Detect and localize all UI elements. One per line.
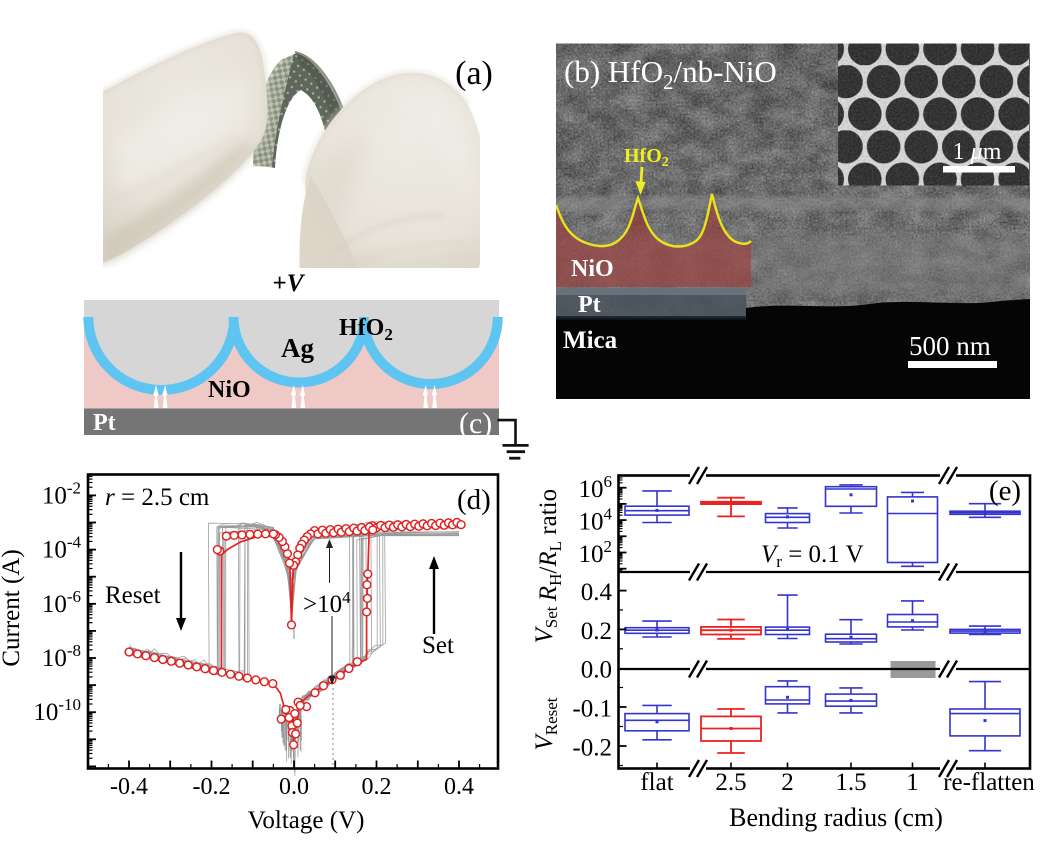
svg-text:0.2: 0.2 [362, 774, 392, 800]
svg-text:(c): (c) [459, 407, 492, 440]
svg-text:Vr = 0.1 V: Vr = 0.1 V [761, 541, 864, 571]
svg-text:-0.4: -0.4 [110, 774, 148, 800]
svg-text:(b) HfO2/nb-NiO: (b) HfO2/nb-NiO [564, 54, 777, 94]
svg-text:10-2: 10-2 [42, 478, 81, 509]
svg-text:10-8: 10-8 [42, 641, 81, 672]
svg-text:(e): (e) [989, 475, 1021, 507]
svg-text:0.0: 0.0 [279, 774, 309, 800]
svg-text:flat: flat [640, 769, 673, 796]
svg-text:Reset: Reset [105, 582, 161, 609]
svg-text:Current (A): Current (A) [0, 549, 25, 666]
svg-text:1 μm: 1 μm [953, 139, 1002, 165]
svg-text:10-10: 10-10 [33, 695, 81, 726]
svg-text:Set: Set [422, 632, 454, 659]
svg-text:Ag: Ag [281, 333, 314, 363]
svg-text:102: 102 [579, 537, 613, 568]
svg-text:106: 106 [579, 472, 613, 503]
svg-text:0.0: 0.0 [581, 657, 612, 684]
svg-text:Pt: Pt [93, 410, 116, 436]
svg-text:2: 2 [781, 769, 794, 796]
svg-text:0.4: 0.4 [581, 579, 613, 606]
svg-text:Bending radius (cm): Bending radius (cm) [729, 803, 943, 832]
svg-text:0.4: 0.4 [444, 774, 474, 800]
svg-text:re-flatten: re-flatten [943, 769, 1035, 796]
svg-text:-0.1: -0.1 [572, 696, 612, 723]
svg-text:0.2: 0.2 [581, 618, 612, 645]
svg-text:2.5: 2.5 [715, 769, 746, 796]
svg-text:r = 2.5 cm: r = 2.5 cm [105, 484, 210, 511]
svg-text:(a): (a) [455, 55, 493, 92]
svg-text:>104: >104 [303, 588, 351, 618]
svg-text:HfO2: HfO2 [624, 145, 669, 170]
svg-text:NiO: NiO [208, 377, 251, 403]
svg-text:500 nm: 500 nm [909, 331, 991, 361]
svg-text:(d): (d) [457, 484, 491, 516]
svg-text:VReset: VReset [531, 697, 561, 750]
svg-text:Mica: Mica [563, 327, 618, 354]
svg-text:VSet: VSet [531, 606, 561, 643]
svg-text:1.5: 1.5 [835, 769, 866, 796]
svg-text:RH/RL ratio: RH/RL ratio [535, 489, 565, 602]
svg-text:-0.2: -0.2 [572, 735, 612, 762]
svg-text:10-6: 10-6 [42, 587, 81, 618]
svg-text:1: 1 [906, 769, 919, 796]
svg-text:NiO: NiO [571, 256, 614, 282]
svg-text:Voltage (V): Voltage (V) [248, 807, 365, 834]
svg-text:10-4: 10-4 [42, 533, 82, 564]
svg-text:-0.2: -0.2 [193, 774, 231, 800]
svg-text:HfO2: HfO2 [339, 315, 393, 344]
svg-text:+V: +V [273, 270, 306, 297]
svg-text:Pt: Pt [578, 292, 601, 318]
svg-text:104: 104 [579, 505, 613, 536]
